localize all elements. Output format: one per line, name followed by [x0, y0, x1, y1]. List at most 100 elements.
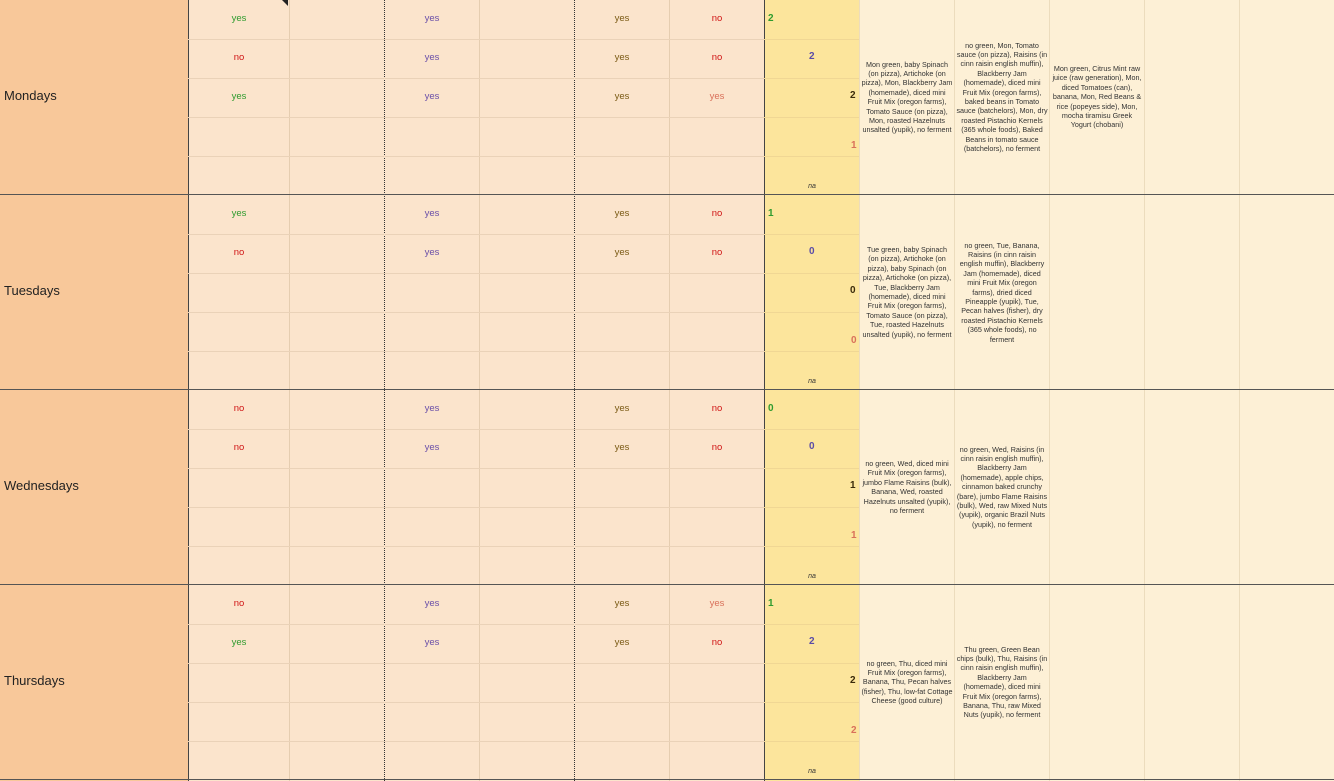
col-border-1 [289, 0, 290, 781]
score-total[interactable]: 0 [850, 285, 856, 296]
row-divider [764, 468, 859, 469]
food-notes-cell[interactable]: Thu green, Green Bean chips (bulk), Thu,… [956, 644, 1048, 720]
status-cell[interactable]: yes [709, 91, 725, 102]
status-cell[interactable]: no [711, 247, 723, 258]
food-notes-cell[interactable]: no green, Wed, Raisins (in cinn raisin e… [956, 444, 1048, 529]
food-notes-cell[interactable]: no green, Wed, diced mini Fruit Mix (ore… [862, 459, 952, 516]
status-cell[interactable]: yes [614, 91, 630, 102]
status-cell[interactable]: yes [614, 208, 630, 219]
col-border-2 [479, 0, 480, 781]
status-cell[interactable]: no [711, 13, 723, 24]
status-cell[interactable]: yes [424, 403, 440, 414]
row-divider [188, 351, 764, 352]
status-cell[interactable]: no [711, 208, 723, 219]
status-cell[interactable]: yes [614, 598, 630, 609]
status-cell[interactable]: yes [614, 13, 630, 24]
status-cell[interactable]: no [233, 52, 245, 63]
day-label: Thursdays [4, 673, 65, 688]
status-cell[interactable]: yes [614, 52, 630, 63]
status-cell[interactable]: yes [424, 247, 440, 258]
day-label: Wednesdays [4, 478, 79, 493]
food-notes-cell[interactable]: Mon green, baby Spinach (on pizza), Arti… [861, 59, 953, 135]
row-divider [188, 273, 764, 274]
score-green[interactable]: 0 [768, 403, 774, 414]
score-purple[interactable]: 0 [809, 441, 815, 452]
status-cell[interactable]: yes [614, 442, 630, 453]
row-divider [764, 429, 859, 430]
status-cell[interactable]: yes [231, 208, 247, 219]
status-cell[interactable]: yes [424, 13, 440, 24]
status-cell[interactable]: yes [709, 598, 725, 609]
score-total[interactable]: 2 [850, 675, 856, 686]
status-cell[interactable]: yes [231, 91, 247, 102]
status-cell[interactable]: no [711, 637, 723, 648]
col-border-notes-2 [954, 0, 955, 781]
score-secondary[interactable]: 1 [851, 530, 857, 541]
row-divider [188, 663, 764, 664]
row-divider [188, 78, 764, 79]
score-na[interactable]: na [808, 183, 816, 190]
row-divider [188, 39, 764, 40]
status-cell[interactable]: yes [614, 247, 630, 258]
row-divider [188, 312, 764, 313]
status-cell[interactable]: no [233, 403, 245, 414]
score-secondary[interactable]: 1 [851, 140, 857, 151]
score-secondary[interactable]: 0 [851, 335, 857, 346]
row-divider [188, 117, 764, 118]
status-cell[interactable]: yes [614, 403, 630, 414]
col-border-notes-5 [1239, 0, 1240, 781]
status-cell[interactable]: yes [614, 637, 630, 648]
food-notes-cell[interactable]: no green, Thu, diced mini Fruit Mix (ore… [861, 658, 953, 706]
score-green[interactable]: 1 [768, 208, 774, 219]
food-notes-cell[interactable]: no green, Mon, Tomato sauce (on pizza), … [956, 40, 1048, 153]
row-divider [764, 663, 859, 664]
cell-corner-marker [282, 0, 288, 6]
status-cell[interactable]: no [233, 598, 245, 609]
status-cell[interactable]: no [233, 247, 245, 258]
status-cell[interactable]: yes [424, 91, 440, 102]
score-total[interactable]: 1 [850, 480, 856, 491]
status-cell[interactable]: yes [424, 442, 440, 453]
score-green[interactable]: 1 [768, 598, 774, 609]
food-notes-cell[interactable]: Mon green, Citrus Mint raw juice (raw ge… [1052, 64, 1142, 130]
status-cell[interactable]: yes [231, 637, 247, 648]
score-purple[interactable]: 0 [809, 246, 815, 257]
score-purple[interactable]: 2 [809, 636, 815, 647]
score-purple[interactable]: 2 [809, 51, 815, 62]
row-divider [188, 702, 764, 703]
day-label: Tuesdays [4, 283, 60, 298]
col-border-score [764, 0, 765, 781]
food-notes-cell[interactable]: no green, Tue, Banana, Raisins (in cinn … [959, 240, 1045, 344]
status-cell[interactable]: yes [424, 208, 440, 219]
score-na[interactable]: na [808, 378, 816, 385]
food-notes-cell[interactable]: Tue green, baby Spinach (on pizza), Arti… [862, 245, 952, 339]
row-divider [764, 351, 859, 352]
status-cell[interactable]: yes [424, 52, 440, 63]
tracking-columns-area [188, 0, 764, 781]
status-cell[interactable]: no [711, 52, 723, 63]
row-divider [764, 546, 859, 547]
col-border-notes-3 [1049, 0, 1050, 781]
row-divider [188, 429, 764, 430]
score-secondary[interactable]: 2 [851, 725, 857, 736]
row-divider [188, 507, 764, 508]
status-cell[interactable]: no [711, 442, 723, 453]
row-divider [764, 624, 859, 625]
status-cell[interactable]: no [711, 403, 723, 414]
status-cell[interactable]: yes [231, 13, 247, 24]
score-na[interactable]: na [808, 768, 816, 775]
row-divider [764, 117, 859, 118]
day-separator [0, 779, 1334, 780]
status-cell[interactable]: yes [424, 598, 440, 609]
row-divider [188, 156, 764, 157]
day-separator [0, 389, 1334, 390]
row-divider [764, 507, 859, 508]
status-cell[interactable]: yes [424, 637, 440, 648]
status-cell[interactable]: no [233, 442, 245, 453]
score-green[interactable]: 2 [768, 13, 774, 24]
row-divider [188, 234, 764, 235]
score-total[interactable]: 2 [850, 90, 856, 101]
score-na[interactable]: na [808, 573, 816, 580]
notes-area [859, 0, 1334, 781]
day-separator [0, 194, 1334, 195]
